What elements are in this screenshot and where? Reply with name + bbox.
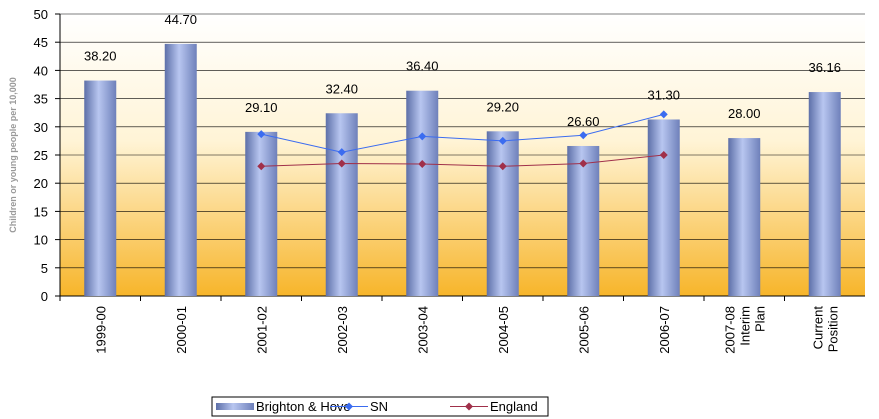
x-tick-label: 2004-05: [496, 306, 511, 354]
point: [418, 132, 427, 141]
legend-swatch: [216, 403, 254, 410]
x-tick-label: 2007-08InterimPlan: [722, 306, 767, 354]
bar: [567, 145, 600, 296]
y-tick-label: 50: [34, 7, 48, 22]
bar: [728, 138, 761, 296]
point: [337, 148, 346, 157]
x-tick-label: 2000-01: [174, 306, 189, 354]
x-tick-label: 2006-07: [657, 306, 672, 354]
legend-label: Brighton & Hove: [256, 399, 351, 414]
data-label: 29.20: [486, 99, 519, 114]
y-tick-label: 5: [41, 261, 48, 276]
legend-label: SN: [370, 399, 388, 414]
y-tick-label: 10: [34, 233, 48, 248]
data-label: 29.10: [245, 100, 278, 115]
y-tick-label: 25: [34, 148, 48, 163]
point: [337, 159, 346, 168]
point: [257, 162, 266, 171]
x-tick-label: 1999-00: [93, 306, 108, 354]
data-label: 31.30: [647, 87, 680, 102]
legend-label: England: [490, 399, 538, 414]
bar: [647, 119, 680, 296]
data-label: 28.00: [728, 106, 761, 121]
bar: [245, 131, 278, 296]
point: [579, 159, 588, 168]
point: [659, 151, 668, 159]
data-label: 36.40: [406, 59, 439, 74]
y-tick-label: 20: [34, 176, 48, 191]
y-axis-label: Children or young people per 10,000: [8, 77, 18, 233]
point: [659, 110, 668, 119]
point: [498, 136, 507, 145]
legend-marker: [465, 402, 473, 411]
point: [498, 162, 507, 171]
bar: [406, 90, 439, 296]
bar: [164, 43, 197, 296]
data-label: 36.16: [808, 60, 841, 75]
legend: Brighton & Hove SN England: [211, 396, 549, 417]
point: [418, 160, 427, 169]
y-tick-label: 40: [34, 63, 48, 78]
x-tick-label: CurrentPosition: [810, 306, 840, 353]
y-tick-label: 45: [34, 35, 48, 50]
y-tick-label: 0: [41, 289, 48, 304]
bar: [84, 80, 117, 296]
bar: [325, 113, 358, 296]
line: [261, 113, 664, 153]
x-tick-label: 2003-04: [415, 306, 430, 354]
data-label: 38.20: [84, 49, 117, 64]
x-tick-label: 2005-06: [576, 306, 591, 354]
point: [579, 131, 588, 140]
bar: [486, 131, 519, 296]
x-tick-label: 2001-02: [254, 306, 269, 354]
legend-marker: [345, 402, 353, 411]
x-tick-label: 2002-03: [335, 306, 350, 354]
data-label: 26.60: [567, 114, 600, 129]
y-tick-label: 30: [34, 120, 48, 135]
y-tick-label: 15: [34, 204, 48, 219]
data-label: 44.70: [164, 12, 197, 27]
point: [257, 130, 266, 139]
line: [261, 154, 664, 167]
y-tick-label: 35: [34, 92, 48, 107]
bar: [808, 92, 841, 296]
data-label: 32.40: [325, 81, 358, 96]
